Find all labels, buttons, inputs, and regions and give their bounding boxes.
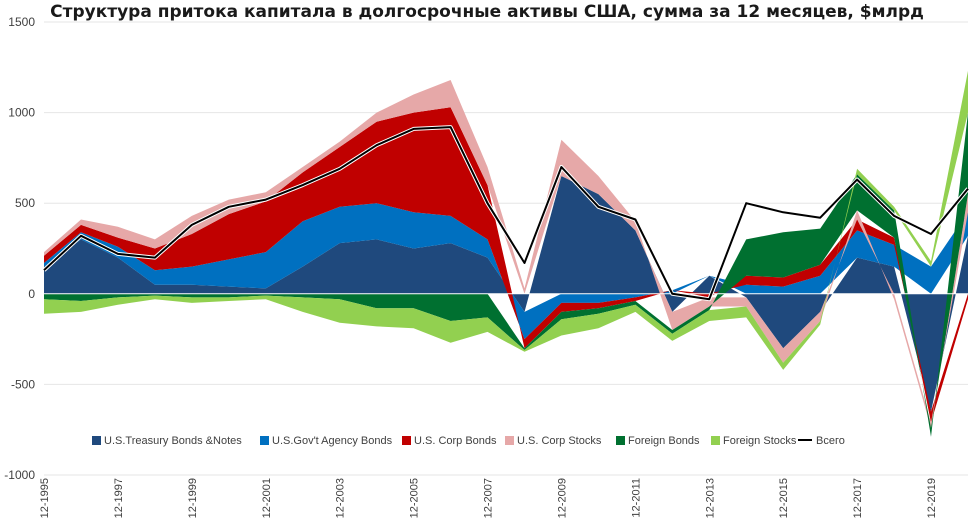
legend-swatch [711,436,720,445]
legend-label: Всего [816,435,845,447]
x-tick-label: 12-2015 [778,478,790,518]
series-areas [44,70,968,437]
total-line [43,126,969,301]
x-tick-label: 12-1999 [187,478,199,518]
total-line-group [42,125,970,302]
legend-swatch [616,436,625,445]
legend-label: U.S.Gov't Agency Bonds [272,435,393,447]
y-tick-label: 1000 [8,106,35,120]
y-tick-label: 500 [15,196,35,210]
x-tick-label: 12-2005 [409,478,421,518]
series-area [44,112,968,437]
x-tick-label: 12-2003 [335,478,347,518]
grid-lines [44,21,968,476]
x-tick-label: 12-2001 [261,478,273,518]
legend-swatch [92,436,101,445]
legend-label: U.S. Corp Stocks [517,435,602,447]
y-axis: -1000 -500 0 500 1000 1500 [4,15,35,482]
x-tick-label: 12-2011 [630,478,642,518]
x-tick-label: 12-1995 [39,478,51,518]
series-area [44,203,968,340]
chart-title: Структура притока капитала в долгосрочны… [50,2,924,22]
y-tick-label: 1500 [8,15,35,29]
y-tick-label: -500 [11,377,35,391]
x-tick-label: 12-2013 [704,478,716,518]
x-tick-label: 12-2009 [556,478,568,518]
x-tick-label: 12-2019 [926,478,938,518]
legend-label: U.S. Corp Bonds [414,435,497,447]
x-tick-label: 12-1997 [113,478,125,518]
x-axis: 12-1995 12-1997 12-1999 12-2001 12-2003 12-20… [39,478,938,518]
legend-swatch [260,436,269,445]
x-tick-label: 12-2007 [483,478,495,518]
y-tick-label: -1000 [4,468,35,482]
legend-swatch [402,436,411,445]
x-tick-label: 12-2017 [852,478,864,518]
legend-swatch [505,436,514,445]
legend-label: U.S.Treasury Bonds &Notes [104,435,242,447]
legend: U.S.Treasury Bonds &Notes U.S.Gov't Agenc… [92,435,845,447]
y-tick-label: 0 [28,287,35,301]
legend-label: Foreign Stocks [723,435,797,447]
legend-label: Foreign Bonds [628,435,700,447]
